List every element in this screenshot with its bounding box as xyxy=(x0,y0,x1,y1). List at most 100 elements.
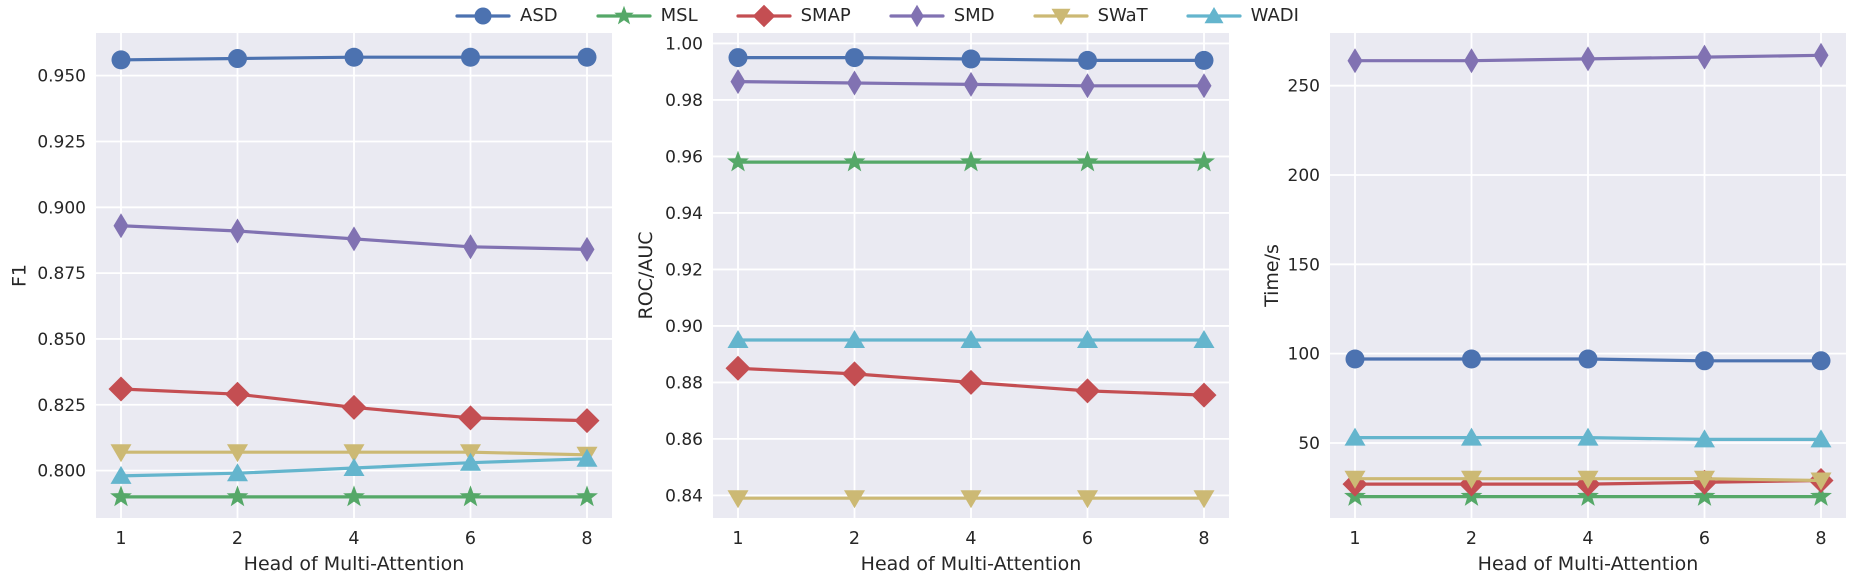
star-marker xyxy=(226,485,249,507)
legend-label: SWaT xyxy=(1097,5,1148,26)
legend-label: SMD xyxy=(953,5,995,26)
x-tick-label: 2 xyxy=(1466,529,1477,549)
legend-label: SMAP xyxy=(800,5,851,26)
x-tick-label: 8 xyxy=(581,529,592,549)
diamond-marker xyxy=(1191,382,1217,408)
x-tick-label: 1 xyxy=(1349,529,1360,549)
triangle-up-marker xyxy=(1204,7,1224,24)
y-tick-label: 150 xyxy=(1288,255,1320,275)
legend-item-asd: ASD xyxy=(455,3,558,29)
chart-time-s: 50 100 150 200 250 1 2 4 6 8 Head of Multi-Attenti… xyxy=(1261,33,1846,575)
y-tick-label: 0.875 xyxy=(37,264,86,284)
circle-marker xyxy=(111,50,131,70)
series-wadi xyxy=(727,330,1215,348)
x-axis-label: Head of Multi-Attention xyxy=(861,553,1082,575)
triangle-down-marker xyxy=(1694,470,1715,489)
y-tick-label: 250 xyxy=(1288,77,1320,97)
series-asd xyxy=(728,48,1214,70)
x-tick-label: 8 xyxy=(1815,529,1826,549)
y-axis-label: F1 xyxy=(9,264,31,287)
diamond-marker xyxy=(958,369,984,395)
circle-marker xyxy=(961,49,981,69)
diamond-marker xyxy=(752,4,775,28)
grid xyxy=(96,33,612,518)
y-tick-label: 1.00 xyxy=(665,34,703,54)
star-marker xyxy=(843,150,866,172)
diamond-marker xyxy=(108,376,134,402)
triangle-down-marker xyxy=(1810,472,1832,491)
thin-diamond-marker xyxy=(1196,73,1212,99)
legend-marker-triangle-up xyxy=(1186,7,1242,24)
thin-diamond-marker xyxy=(1813,42,1829,68)
series-smd xyxy=(113,213,595,262)
legend-item-smd: SMD xyxy=(889,3,995,29)
thin-diamond-marker xyxy=(1080,73,1095,99)
legend-item-smap: SMAP xyxy=(736,3,851,29)
diamond-marker xyxy=(458,405,483,431)
circle-marker xyxy=(1462,349,1481,369)
series-smd xyxy=(730,69,1212,99)
star-marker xyxy=(1076,150,1099,172)
legend: ASD MSL SMAP SMD SWaT WADI xyxy=(0,1,1850,31)
triangle-down-marker xyxy=(110,444,132,463)
y-tick-label: 0.800 xyxy=(37,462,86,482)
circle-marker xyxy=(344,47,364,67)
star-marker xyxy=(613,5,634,25)
thin-diamond-marker xyxy=(1580,46,1596,72)
triangle-up-marker xyxy=(1461,427,1482,446)
series-wadi xyxy=(1344,427,1832,448)
y-tick-label: 0.825 xyxy=(37,396,86,416)
legend-item-msl: MSL xyxy=(596,3,698,29)
circle-marker xyxy=(474,7,492,25)
triangle-up-marker xyxy=(110,465,132,484)
circle-marker xyxy=(1345,349,1365,369)
y-tick-label: 0.900 xyxy=(37,198,86,218)
diamond-marker xyxy=(842,361,867,387)
series-msl xyxy=(727,150,1215,172)
thin-diamond-marker xyxy=(963,71,979,97)
star-marker xyxy=(1810,485,1832,506)
x-tick-label: 2 xyxy=(849,529,860,549)
y-tick-label: 0.92 xyxy=(665,260,703,280)
triangle-up-marker xyxy=(1577,427,1599,446)
legend-marker-thin-diamond xyxy=(889,4,945,28)
star-marker xyxy=(110,485,132,507)
triangle-up-marker xyxy=(844,330,865,348)
series-swat xyxy=(727,490,1215,509)
y-tick-label: 0.94 xyxy=(665,204,703,224)
thin-diamond-marker xyxy=(1464,48,1479,74)
diamond-marker xyxy=(574,408,600,434)
star-marker xyxy=(343,485,365,507)
y-tick-label: 0.96 xyxy=(665,147,703,167)
x-axis-label: Head of Multi-Attention xyxy=(1478,553,1699,575)
triangle-down-marker xyxy=(1461,470,1482,489)
series-smd xyxy=(1347,42,1829,74)
y-tick-label: 200 xyxy=(1288,166,1320,186)
series-asd xyxy=(111,47,597,70)
triangle-up-marker xyxy=(1694,429,1715,448)
triangle-up-marker xyxy=(460,452,481,471)
thin-diamond-marker xyxy=(847,70,862,96)
thin-diamond-marker xyxy=(113,213,129,239)
series-smap xyxy=(108,376,600,434)
legend-item-swat: SWaT xyxy=(1032,3,1148,29)
triangle-up-marker xyxy=(227,463,248,482)
triangle-down-marker xyxy=(1577,470,1599,489)
series-smap xyxy=(725,355,1217,408)
thin-diamond-marker xyxy=(730,69,746,95)
triangle-down-marker xyxy=(1051,8,1071,26)
circle-marker xyxy=(228,49,247,69)
diamond-marker xyxy=(1075,378,1100,404)
diamond-marker xyxy=(725,355,751,381)
legend-label: ASD xyxy=(520,5,558,26)
star-marker xyxy=(727,150,749,172)
circle-marker xyxy=(728,48,748,68)
star-marker xyxy=(576,485,598,507)
y-tick-label: 0.950 xyxy=(37,67,86,87)
triangle-up-marker xyxy=(1344,427,1366,446)
series-asd xyxy=(1345,349,1831,371)
star-marker xyxy=(960,150,982,172)
legend-marker-circle xyxy=(455,7,511,25)
x-tick-label: 6 xyxy=(465,529,476,549)
